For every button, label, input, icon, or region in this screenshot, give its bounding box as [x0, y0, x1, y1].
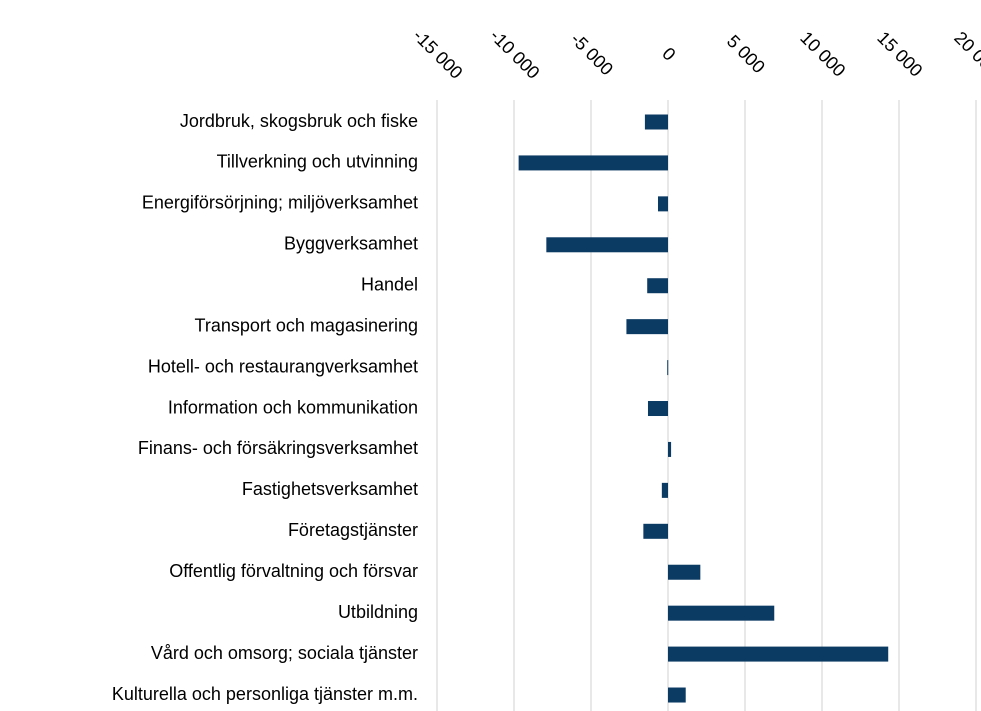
- y-tick-label: Jordbruk, skogsbruk och fiske: [180, 111, 418, 131]
- x-tick-label: -15 000: [409, 25, 466, 82]
- bar: [644, 114, 668, 130]
- x-tick-label: 10 000: [796, 28, 849, 81]
- bar: [647, 278, 668, 294]
- x-tick-label: -10 000: [486, 25, 543, 82]
- bar: [667, 360, 669, 376]
- bar: [643, 523, 668, 539]
- y-tick-label: Företagstjänster: [288, 520, 418, 540]
- y-tick-label: Energiförsörjning; miljöverksamhet: [142, 193, 418, 213]
- bar: [546, 237, 668, 253]
- y-tick-label: Fastighetsverksamhet: [242, 479, 418, 499]
- bar: [668, 564, 701, 580]
- bar: [657, 196, 668, 212]
- y-tick-label: Finans- och försäkringsverksamhet: [138, 438, 418, 458]
- bar: [668, 605, 775, 621]
- x-tick-label: -5 000: [567, 29, 617, 79]
- x-tick-label: 15 000: [873, 28, 926, 81]
- bar: [518, 155, 668, 171]
- y-tick-label: Vård och omsorg; sociala tjänster: [151, 643, 418, 663]
- y-tick-label: Utbildning: [338, 602, 418, 622]
- y-tick-label: Kulturella och personliga tjänster m.m.: [112, 684, 418, 704]
- bar: [668, 441, 672, 457]
- bar: [668, 646, 889, 662]
- y-tick-label: Byggverksamhet: [284, 234, 418, 254]
- bar: [668, 687, 686, 703]
- bar: [661, 482, 668, 498]
- y-tick-label: Transport och magasinering: [195, 315, 418, 335]
- y-tick-label: Tillverkning och utvinning: [217, 152, 418, 172]
- y-tick-label: Hotell- och restaurangverksamhet: [148, 356, 418, 376]
- bar: [647, 401, 668, 417]
- x-tick-label: 5 000: [723, 31, 769, 77]
- y-tick-label: Handel: [361, 274, 418, 294]
- x-tick-label: 0: [658, 44, 679, 65]
- bar: [626, 319, 668, 335]
- y-tick-label: Information och kommunikation: [168, 397, 418, 417]
- y-tick-label: Offentlig förvaltning och försvar: [169, 561, 418, 581]
- x-tick-label: 20 000: [950, 28, 981, 81]
